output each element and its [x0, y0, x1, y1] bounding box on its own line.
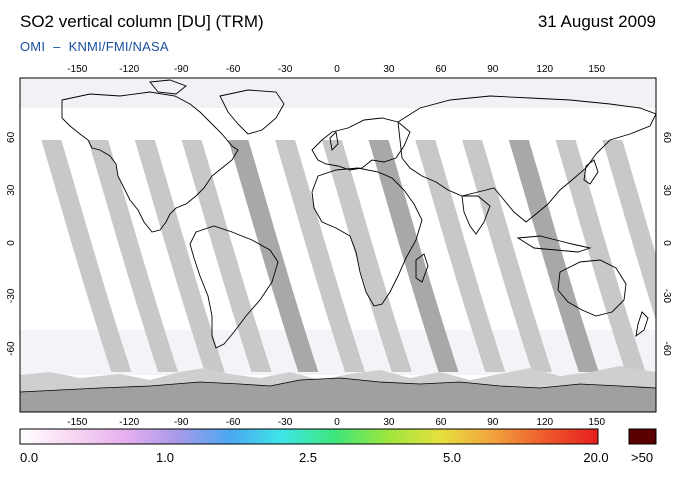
- coast-arctic-islands: [149, 79, 187, 95]
- map-frame: [19, 77, 657, 413]
- colorbar-overflow-label: >50: [631, 450, 654, 465]
- orbit-gap-swath: [228, 140, 319, 372]
- colorbar-overflow-swatch: [628, 428, 657, 445]
- tick-label: 0: [334, 417, 340, 428]
- data-source: OMI – KNMI/FMI/NASA: [20, 39, 169, 54]
- arctic-noise-band: [20, 78, 656, 108]
- tick-label: 30: [6, 184, 17, 196]
- orbit-gap-swath: [275, 140, 366, 372]
- map-title: SO2 vertical column [DU] (TRM): [20, 12, 264, 31]
- tick-label: -60: [6, 341, 17, 356]
- coast-south-america: [189, 225, 279, 349]
- tick-label: -60: [226, 64, 241, 75]
- orbit-gap-swath: [134, 140, 225, 372]
- coast-new-zealand: [635, 311, 649, 338]
- colorbar-label-min: 0.0: [20, 450, 39, 465]
- instrument-name: OMI: [20, 39, 46, 54]
- tick-label: 120: [536, 417, 553, 428]
- coast-greenland: [219, 89, 285, 135]
- orbit-gap-swath: [602, 140, 656, 321]
- tick-label: 0: [6, 240, 17, 246]
- orbit-gap-swath: [88, 140, 179, 372]
- orbit-gap-swath: [181, 140, 272, 372]
- latitude-ticks-right: 60 30 0 -30 -60: [661, 132, 672, 356]
- tick-label: 60: [6, 131, 17, 143]
- tick-label: 150: [588, 64, 605, 75]
- coast-madagascar: [415, 253, 429, 283]
- tick-label: -60: [661, 341, 672, 356]
- longitude-ticks-bottom: -150 -120 -90 -60 -30 0 30 60 90 120 150: [67, 417, 605, 428]
- tick-label: 150: [588, 417, 605, 428]
- coast-africa: [311, 167, 423, 307]
- tick-label: -30: [278, 64, 293, 75]
- tick-label: 120: [536, 64, 553, 75]
- tick-label: -90: [174, 64, 189, 75]
- source-separator: –: [53, 39, 61, 54]
- tick-label: -150: [67, 417, 87, 428]
- coast-asia: [397, 95, 656, 223]
- tick-label: -90: [174, 417, 189, 428]
- orbit-gap-swath: [462, 140, 553, 372]
- orbit-gap-swath: [368, 140, 459, 372]
- map-date: 31 August 2009: [537, 12, 656, 31]
- tick-label: 90: [487, 64, 499, 75]
- orbit-gap-swath: [41, 140, 132, 372]
- orbit-gap-swath: [555, 140, 646, 372]
- colorbar-label-3: 5.0: [442, 450, 462, 465]
- orbit-gap-swath: [321, 140, 412, 372]
- tick-label: 60: [435, 64, 447, 75]
- latitude-ticks-left: 60 30 0 -30 -60: [6, 131, 17, 355]
- tick-label: 60: [435, 417, 447, 428]
- colorbar-label-1: 1.0: [155, 450, 175, 465]
- tick-label: -60: [226, 417, 241, 428]
- coastlines: [61, 79, 656, 349]
- orbit-gap-swath: [415, 140, 506, 372]
- coast-india: [461, 195, 491, 235]
- orbit-gap-swaths: [41, 140, 656, 372]
- coast-japan: [583, 159, 599, 185]
- tick-label: -120: [119, 64, 139, 75]
- longitude-ticks-top: -150 -120 -90 -60 -30 0 30 60 90 120 150: [67, 64, 605, 75]
- coast-british-isles: [329, 131, 339, 151]
- tick-label: 60: [661, 132, 672, 144]
- tick-label: 30: [383, 417, 395, 428]
- tick-label: -30: [6, 288, 17, 303]
- tick-label: -30: [661, 289, 672, 304]
- coast-indonesia: [516, 235, 592, 253]
- tick-label: 90: [487, 417, 499, 428]
- coast-europe: [311, 117, 411, 171]
- orbit-gap-swath: [508, 140, 599, 372]
- antarctica: [20, 377, 656, 412]
- tick-label: 0: [334, 64, 340, 75]
- colorbar: [19, 428, 599, 445]
- coast-australia: [557, 259, 627, 317]
- tick-label: 30: [661, 185, 672, 197]
- colorbar-label-2: 2.5: [298, 450, 318, 465]
- coast-north-america: [61, 91, 239, 233]
- tick-label: -150: [67, 64, 87, 75]
- tick-label: 0: [661, 240, 672, 246]
- tick-label: 30: [383, 64, 395, 75]
- tick-label: -30: [278, 417, 293, 428]
- tick-label: -120: [119, 417, 139, 428]
- agency-names: KNMI/FMI/NASA: [68, 39, 169, 54]
- colorbar-label-max: 20.0: [583, 450, 609, 465]
